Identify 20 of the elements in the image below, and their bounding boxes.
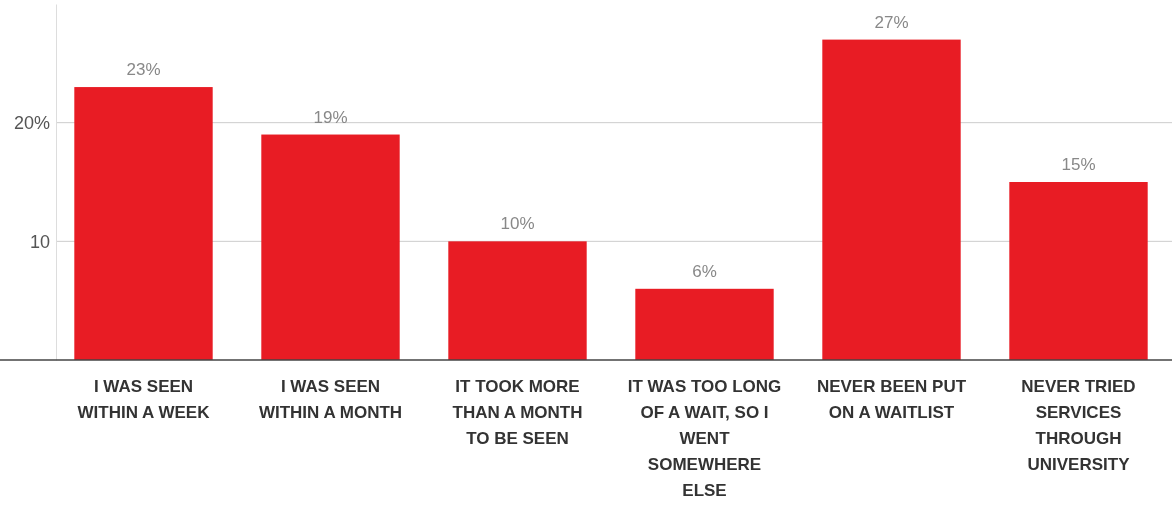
x-tick-label: I WAS SEEN WITHIN A MONTH: [258, 377, 403, 422]
data-label: 6%: [692, 261, 717, 281]
y-tick-label: 10: [29, 231, 50, 252]
y-tick-label: 20%: [13, 112, 50, 133]
x-tick-label: NEVER TRIED SERVICES THROUGH UNIVERSITY: [1021, 377, 1136, 474]
x-tick-label: NEVER BEEN PUT ON A WAITLIST: [816, 377, 967, 422]
data-label: 23%: [126, 60, 161, 80]
bar: [261, 134, 400, 360]
x-tick-label: IT TOOK MORE THAN A MONTH TO BE SEEN: [452, 377, 583, 448]
bar: [635, 288, 774, 360]
data-label: 10%: [500, 214, 535, 234]
bar: [1009, 182, 1148, 360]
bar: [74, 87, 213, 360]
bar: [822, 39, 961, 360]
x-tick-label: IT WAS TOO LONG OF A WAIT, SO I WENT SOMEWHERE ELSE: [627, 377, 782, 500]
x-tick-label: I WAS SEEN WITHIN A WEEK: [77, 377, 211, 422]
data-label: 27%: [874, 12, 909, 32]
data-label: 15%: [1061, 155, 1096, 174]
bar: [448, 241, 587, 360]
data-label: 19%: [313, 107, 348, 127]
